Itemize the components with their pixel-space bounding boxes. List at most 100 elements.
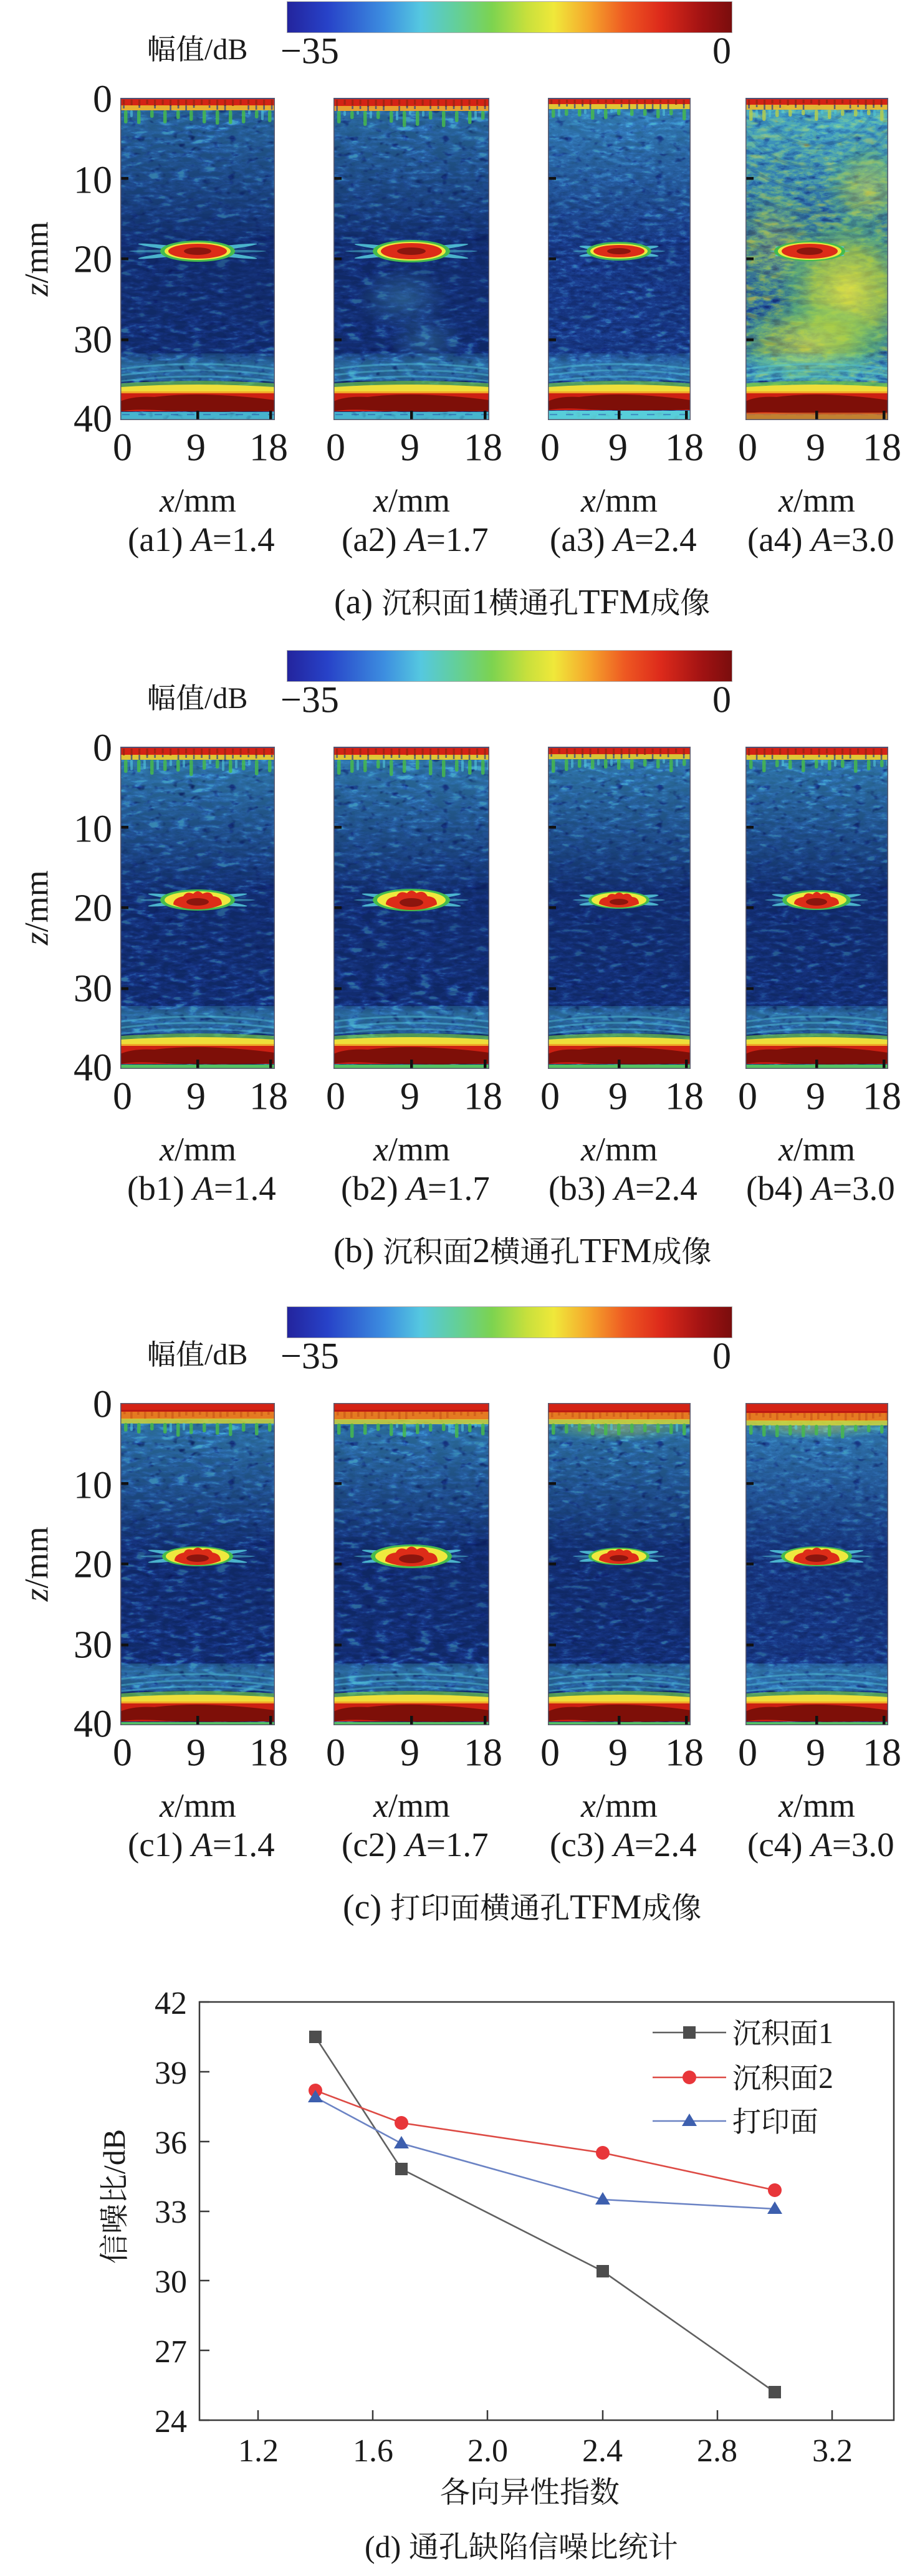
svg-text:(b1): (b1) <box>127 1169 184 1207</box>
svg-text:=3.0: =3.0 <box>832 1826 894 1864</box>
svg-text:/dB: /dB <box>204 682 247 715</box>
svg-text:/mm: /mm <box>17 221 55 283</box>
svg-text:30: 30 <box>155 2264 187 2300</box>
svg-text:x: x <box>580 481 596 519</box>
svg-text:42: 42 <box>155 1986 187 2021</box>
svg-text:0: 0 <box>738 1075 757 1118</box>
svg-text:=3.0: =3.0 <box>833 1169 895 1207</box>
svg-text:=2.4: =2.4 <box>635 520 697 558</box>
svg-text:10: 10 <box>74 1464 112 1506</box>
svg-text:x: x <box>778 481 793 519</box>
svg-text:18: 18 <box>464 1075 502 1118</box>
svg-text:(a2): (a2) <box>342 520 397 558</box>
svg-text:/mm: /mm <box>175 1786 236 1824</box>
svg-text:0: 0 <box>738 426 757 469</box>
svg-text:A: A <box>404 1169 428 1207</box>
svg-text:9: 9 <box>400 1731 419 1774</box>
svg-text:1: 1 <box>472 583 489 621</box>
svg-text:0: 0 <box>93 1383 112 1425</box>
svg-text:=1.7: =1.7 <box>426 520 489 558</box>
svg-text:18: 18 <box>863 426 901 469</box>
svg-text:−35: −35 <box>280 31 339 72</box>
svg-text:9: 9 <box>400 1075 419 1118</box>
svg-text:9: 9 <box>608 1731 628 1774</box>
svg-text:33: 33 <box>155 2195 187 2230</box>
svg-text:/mm: /mm <box>388 481 450 519</box>
svg-text:20: 20 <box>74 1544 112 1586</box>
svg-text:A: A <box>403 520 426 558</box>
svg-text:/mm: /mm <box>388 1130 450 1167</box>
svg-text:=3.0: =3.0 <box>832 520 894 558</box>
svg-text:(c1): (c1) <box>128 1826 183 1864</box>
svg-text:3.2: 3.2 <box>812 2433 853 2469</box>
svg-text:A: A <box>809 1169 833 1207</box>
svg-text:/mm: /mm <box>596 1786 658 1824</box>
svg-text:=1.4: =1.4 <box>214 1169 276 1207</box>
svg-text:1.6: 1.6 <box>353 2433 393 2469</box>
svg-text:x: x <box>778 1786 793 1824</box>
svg-text:18: 18 <box>249 1731 288 1774</box>
svg-text:2.0: 2.0 <box>467 2433 508 2469</box>
svg-text:(a): (a) <box>334 583 373 621</box>
svg-text:/mm: /mm <box>17 1526 55 1588</box>
svg-text:9: 9 <box>806 1075 825 1118</box>
svg-text:/mm: /mm <box>175 1130 236 1167</box>
svg-text:27: 27 <box>155 2334 187 2370</box>
svg-text:TFM: TFM <box>580 1232 651 1270</box>
svg-text:40: 40 <box>74 1046 112 1089</box>
svg-text:/mm: /mm <box>17 870 55 932</box>
svg-text:30: 30 <box>74 967 112 1010</box>
svg-text:−35: −35 <box>280 679 339 721</box>
svg-text:A: A <box>611 1169 635 1207</box>
svg-text:A: A <box>611 1826 635 1864</box>
svg-text:0: 0 <box>326 1731 345 1774</box>
svg-text:9: 9 <box>186 426 206 469</box>
svg-text:A: A <box>403 1826 426 1864</box>
svg-text:/mm: /mm <box>793 1786 855 1824</box>
svg-text:/mm: /mm <box>596 1130 658 1167</box>
svg-text:1: 1 <box>818 2017 833 2050</box>
svg-text:x: x <box>373 1130 388 1167</box>
svg-text:(c3): (c3) <box>550 1826 605 1864</box>
svg-text:24: 24 <box>155 2404 187 2440</box>
svg-text:20: 20 <box>74 888 112 930</box>
svg-text:18: 18 <box>665 1075 704 1118</box>
svg-text:(c4): (c4) <box>747 1826 803 1864</box>
svg-text:2.8: 2.8 <box>697 2433 737 2469</box>
svg-text:x: x <box>159 1786 175 1824</box>
svg-text:0: 0 <box>738 1731 757 1774</box>
svg-text:A: A <box>190 1169 214 1207</box>
svg-text:9: 9 <box>608 1075 628 1118</box>
svg-text:A: A <box>189 1826 213 1864</box>
svg-text:39: 39 <box>155 2055 187 2090</box>
svg-text:0: 0 <box>113 1731 132 1774</box>
svg-text:x: x <box>373 481 388 519</box>
svg-text:z: z <box>17 1588 55 1602</box>
svg-text:(c): (c) <box>343 1888 381 1927</box>
svg-text:(b3): (b3) <box>549 1169 606 1207</box>
svg-text:/dB: /dB <box>204 1338 247 1371</box>
svg-text:0: 0 <box>93 78 112 120</box>
svg-text:30: 30 <box>74 1624 112 1666</box>
svg-text:18: 18 <box>863 1075 901 1118</box>
svg-text:/dB: /dB <box>97 2129 132 2174</box>
svg-text:/mm: /mm <box>793 1130 855 1167</box>
svg-text:9: 9 <box>608 426 628 469</box>
svg-text:z: z <box>17 932 55 946</box>
svg-text:0: 0 <box>712 1336 731 1377</box>
svg-text:A: A <box>808 520 832 558</box>
svg-text:0: 0 <box>712 31 731 72</box>
svg-text:18: 18 <box>464 426 502 469</box>
svg-text:x: x <box>580 1786 596 1824</box>
svg-text:(d): (d) <box>365 2529 401 2564</box>
svg-text:/mm: /mm <box>388 1786 450 1824</box>
svg-text:=2.4: =2.4 <box>635 1826 697 1864</box>
svg-text:/mm: /mm <box>596 481 658 519</box>
svg-text:0: 0 <box>326 426 345 469</box>
svg-text:0: 0 <box>113 1075 132 1118</box>
svg-text:20: 20 <box>74 239 112 281</box>
svg-text:x: x <box>778 1130 793 1167</box>
svg-text:10: 10 <box>74 159 112 201</box>
svg-text:2: 2 <box>472 1232 490 1270</box>
svg-text:=1.7: =1.7 <box>426 1826 489 1864</box>
